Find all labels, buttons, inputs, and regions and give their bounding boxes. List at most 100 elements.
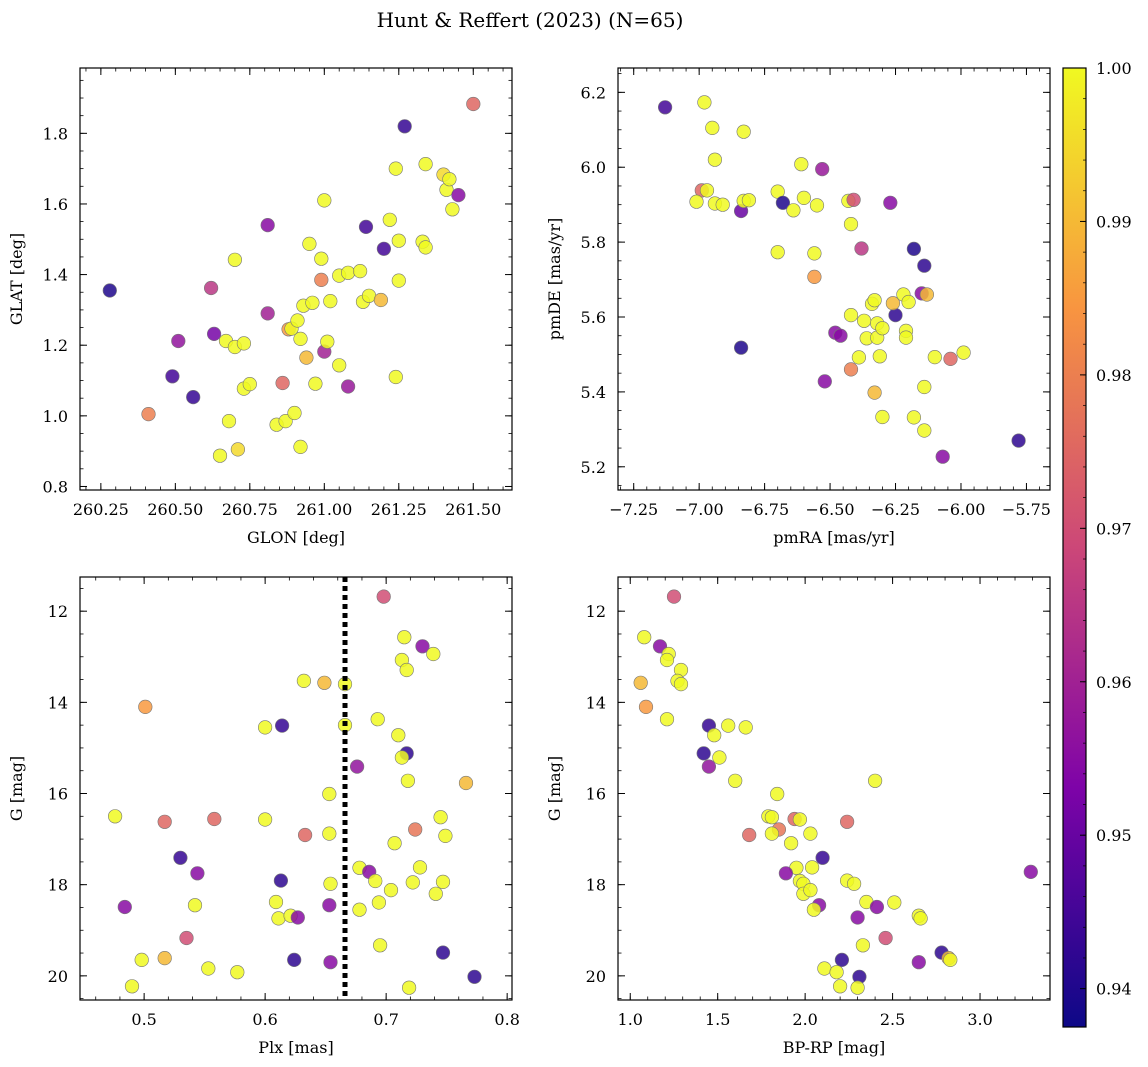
colorbar-gradient bbox=[1063, 68, 1086, 1027]
data-point bbox=[373, 938, 388, 953]
data-point bbox=[451, 188, 466, 203]
data-point bbox=[293, 439, 308, 455]
data-point bbox=[796, 190, 812, 205]
data-point bbox=[843, 308, 859, 323]
x-tick-label: 3.0 bbox=[967, 1010, 992, 1029]
data-point bbox=[323, 876, 338, 891]
y-tick-label: 20 bbox=[48, 967, 68, 986]
y-axis-label: GLAT [deg] bbox=[7, 233, 26, 325]
colorbar-tick-label: 0.98 bbox=[1096, 366, 1132, 385]
y-axis-label: G [mag] bbox=[545, 756, 564, 821]
x-tick-label: −5.75 bbox=[1002, 500, 1051, 519]
y-tick-label: 14 bbox=[586, 693, 606, 712]
data-point bbox=[867, 773, 883, 788]
data-point bbox=[275, 375, 290, 391]
data-point bbox=[705, 120, 720, 135]
data-point bbox=[875, 409, 890, 425]
data-point bbox=[305, 295, 320, 310]
data-point bbox=[834, 952, 850, 968]
data-point bbox=[165, 369, 180, 384]
x-axis-label: Plx [mas] bbox=[258, 1038, 333, 1057]
axes-frame bbox=[79, 576, 513, 1001]
data-point bbox=[394, 750, 410, 765]
data-point bbox=[397, 630, 412, 645]
data-point bbox=[833, 328, 848, 343]
data-point bbox=[783, 836, 799, 851]
colorbar-tick-label: 0.97 bbox=[1096, 519, 1132, 538]
data-point bbox=[778, 866, 794, 881]
scatter-panel-pm: −7.25 −7.00 −6.75 −6.50 −6.25 −6.00 −5.75 5.2 5.… bbox=[545, 67, 1051, 547]
data-point bbox=[442, 172, 457, 187]
data-point bbox=[293, 331, 308, 347]
data-point bbox=[157, 950, 172, 966]
x-axis-label: pmRA [mas/yr] bbox=[773, 528, 895, 547]
data-point bbox=[207, 811, 222, 827]
data-point bbox=[341, 379, 356, 394]
data-point bbox=[728, 773, 743, 788]
x-tick-label: 0.8 bbox=[494, 1010, 519, 1029]
data-point bbox=[815, 850, 830, 865]
data-point bbox=[699, 183, 715, 198]
data-point bbox=[638, 699, 654, 715]
x-tick-label: 260.50 bbox=[147, 500, 203, 519]
data-point bbox=[927, 350, 942, 365]
data-point bbox=[260, 306, 275, 321]
data-point bbox=[179, 930, 194, 946]
data-point bbox=[839, 814, 855, 829]
data-point bbox=[906, 241, 922, 256]
y-tick-label: 5.4 bbox=[581, 383, 606, 402]
data-point bbox=[764, 810, 780, 825]
data-point bbox=[917, 258, 932, 273]
data-point bbox=[412, 860, 428, 875]
data-point bbox=[322, 826, 337, 841]
data-point bbox=[445, 202, 460, 217]
data-point bbox=[770, 786, 785, 802]
data-point bbox=[637, 630, 652, 645]
data-point bbox=[807, 246, 822, 261]
y-tick-label: 1.0 bbox=[43, 407, 68, 426]
axes-frame bbox=[617, 576, 1051, 1001]
data-point bbox=[736, 124, 751, 139]
x-tick-label: −7.25 bbox=[609, 500, 658, 519]
y-tick-label: 1.2 bbox=[43, 336, 68, 355]
data-point bbox=[775, 195, 791, 210]
data-point bbox=[917, 379, 932, 395]
colorbar-tick-label: 0.94 bbox=[1096, 980, 1132, 999]
data-point bbox=[314, 272, 329, 288]
colorbar-tick-label: 0.96 bbox=[1096, 673, 1132, 692]
scatter-panel-cmd: 1.0 1.5 2.0 2.5 3.0 12 14 16 18 20 BP-RP [mag] G [m… bbox=[545, 576, 1051, 1057]
data-point bbox=[659, 652, 675, 668]
data-point bbox=[738, 720, 753, 735]
data-point bbox=[943, 952, 958, 968]
data-point bbox=[792, 812, 808, 827]
data-point bbox=[317, 193, 332, 208]
data-point bbox=[883, 195, 898, 210]
data-point bbox=[322, 898, 337, 913]
data-point bbox=[855, 938, 871, 953]
data-point bbox=[138, 699, 153, 715]
data-point bbox=[1011, 433, 1026, 448]
data-point bbox=[212, 448, 228, 463]
data-point bbox=[415, 639, 430, 654]
data-point bbox=[242, 377, 257, 392]
data-point bbox=[314, 251, 329, 266]
data-point bbox=[721, 718, 736, 733]
data-point bbox=[376, 589, 391, 604]
data-point bbox=[817, 961, 832, 976]
data-point bbox=[803, 882, 818, 898]
x-tick-label: 0.6 bbox=[252, 1010, 277, 1029]
data-point bbox=[353, 264, 368, 279]
data-point bbox=[287, 952, 302, 968]
x-tick-label: 261.50 bbox=[445, 500, 501, 519]
data-point bbox=[278, 414, 293, 429]
colorbar: 0.94 0.95 0.96 0.97 0.98 0.99 1.00 bbox=[1062, 59, 1132, 1028]
data-point bbox=[701, 759, 717, 774]
data-point bbox=[391, 273, 406, 288]
data-point bbox=[397, 119, 412, 134]
data-point bbox=[258, 812, 273, 827]
y-tick-label: 12 bbox=[48, 602, 68, 621]
data-point bbox=[794, 157, 809, 172]
data-point bbox=[428, 886, 443, 901]
data-point bbox=[1023, 864, 1038, 880]
